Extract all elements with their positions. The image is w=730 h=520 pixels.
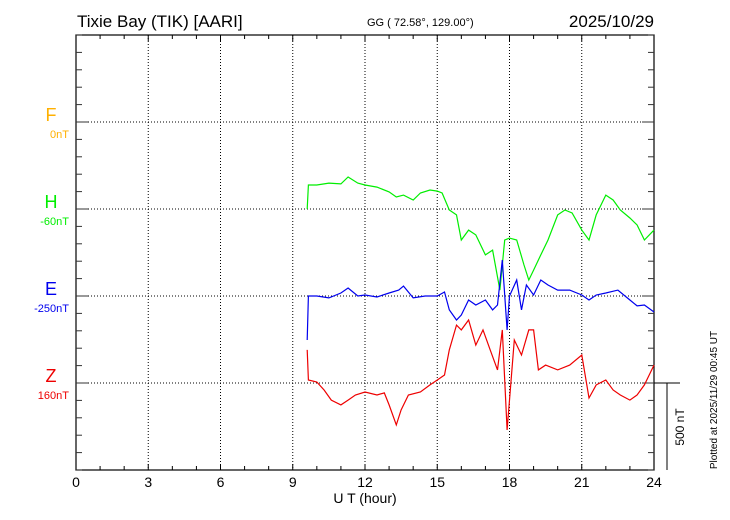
series-name-H: H	[45, 192, 58, 212]
axes	[75, 34, 655, 471]
series-baseline-H: -60nT	[40, 216, 69, 228]
chart-subtitle: GG ( 72.58°, 129.00°)	[367, 17, 474, 29]
x-tick-label: 9	[289, 474, 297, 490]
x-axis-label: U T (hour)	[333, 490, 396, 506]
series-baseline-Z: 160nT	[38, 390, 69, 402]
series-name-E: E	[45, 279, 57, 299]
x-tick-label: 0	[72, 474, 80, 490]
chart-date: 2025/10/29	[569, 12, 654, 31]
plotted-footer: Plotted at 2025/11/29 00:45 UT	[709, 331, 720, 469]
series-line-E	[306, 259, 655, 341]
series-name-Z: Z	[46, 366, 57, 386]
x-tick-label: 18	[502, 474, 518, 490]
x-tick-label: 3	[144, 474, 152, 490]
series-lines	[306, 176, 655, 431]
x-tick-label: 6	[217, 474, 225, 490]
x-tick-label: 21	[574, 474, 590, 490]
x-tick-label: 15	[429, 474, 445, 490]
series-baseline-E: -250nT	[34, 303, 69, 315]
scale-bar: 500 nT	[654, 382, 687, 470]
x-tick-label: 12	[357, 474, 373, 490]
grid	[76, 35, 654, 470]
series-baseline-F: 0nT	[50, 129, 69, 141]
scale-bar-label: 500 nT	[673, 408, 687, 446]
x-tick-label: 24	[646, 474, 662, 490]
series-name-F: F	[46, 105, 57, 125]
series-line-Z	[306, 318, 655, 431]
x-tick-labels: 0 3 6 9 12 15 18 21 24	[72, 474, 662, 490]
chart-title: Tixie Bay (TIK) [AARI]	[77, 12, 243, 31]
series-line-H	[306, 176, 655, 291]
series-labels: F 0nT H -60nT E -250nT Z 160nT	[34, 105, 69, 402]
